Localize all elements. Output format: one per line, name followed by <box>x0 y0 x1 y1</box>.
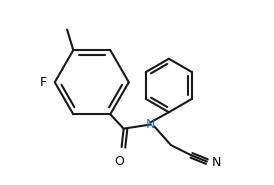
Text: O: O <box>115 155 124 168</box>
Text: N: N <box>212 156 221 169</box>
Text: F: F <box>39 76 47 89</box>
Text: N: N <box>146 118 155 131</box>
